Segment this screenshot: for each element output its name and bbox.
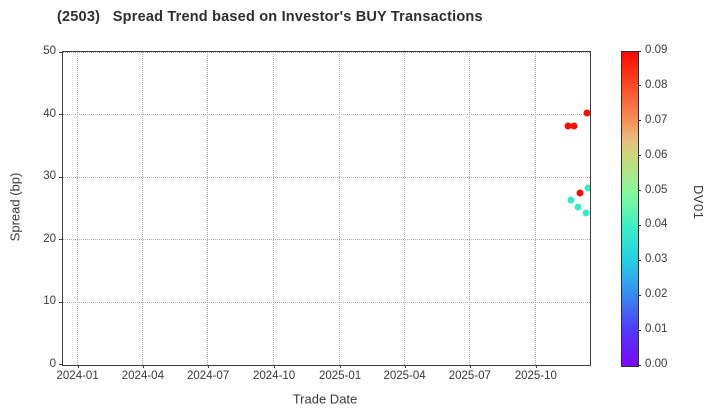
- x-tick-mark: [208, 364, 210, 368]
- x-tick-mark: [274, 364, 276, 368]
- y-tick-label: 10: [43, 295, 56, 308]
- colorbar-tick-mark: [638, 259, 642, 261]
- data-point: [567, 196, 575, 204]
- colorbar-tick-mark: [638, 329, 642, 331]
- x-tick-mark: [340, 364, 342, 368]
- y-tick-label: 30: [43, 170, 56, 183]
- data-point: [582, 209, 590, 217]
- y-tick-label: 20: [43, 232, 56, 245]
- y-tick-mark: [59, 239, 62, 241]
- colorbar-tick-label: 0.05: [645, 183, 668, 196]
- plot-area: [62, 51, 591, 366]
- x-tick-label: 2025-07: [448, 369, 491, 382]
- data-point: [584, 184, 590, 192]
- colorbar-tick-mark: [638, 224, 642, 226]
- gridline-vertical: [339, 52, 341, 365]
- x-axis-label: Trade Date: [292, 391, 358, 407]
- gridline-vertical: [403, 52, 405, 365]
- y-tick-mark: [59, 176, 62, 178]
- x-tick-label: 2024-04: [121, 369, 164, 382]
- x-tick-mark: [469, 364, 471, 368]
- x-tick-label: 2024-07: [187, 369, 230, 382]
- data-point: [570, 122, 577, 130]
- colorbar-tick-mark: [638, 190, 642, 192]
- data-point: [583, 109, 590, 117]
- gridline-horizontal: [63, 239, 590, 240]
- gridline-vertical: [535, 52, 536, 365]
- colorbar-tick-mark: [638, 120, 642, 122]
- data-point: [564, 122, 572, 130]
- y-tick-mark: [59, 114, 62, 116]
- x-tick-label: 2024-01: [56, 369, 99, 382]
- gridline-vertical: [273, 52, 275, 365]
- data-point: [574, 203, 582, 211]
- colorbar-gradient: [621, 51, 639, 367]
- colorbar-tick-label: 0.07: [645, 113, 668, 126]
- gridline-vertical: [469, 52, 471, 365]
- colorbar-tick-mark: [638, 294, 642, 296]
- x-tick-label: 2025-10: [514, 369, 557, 382]
- x-tick-label: 2025-01: [318, 369, 362, 382]
- gridline-horizontal: [63, 114, 590, 115]
- gridline-horizontal: [63, 301, 590, 303]
- x-tick-mark: [535, 364, 537, 368]
- gridline-vertical: [207, 52, 209, 365]
- chart-title: (2503) Spread Trend based on Investor's …: [57, 9, 483, 25]
- colorbar-tick-mark: [638, 364, 642, 366]
- colorbar-tick-label: 0.03: [645, 253, 668, 266]
- y-tick-label: 40: [43, 107, 56, 120]
- x-tick-mark: [77, 364, 79, 368]
- colorbar-tick-label: 0.00: [645, 358, 668, 370]
- colorbar-label: DV01: [691, 185, 706, 220]
- gridline-horizontal: [63, 51, 590, 53]
- data-point: [576, 189, 584, 197]
- colorbar-tick-mark: [638, 50, 642, 52]
- y-tick-mark: [59, 51, 62, 53]
- gridline-horizontal: [63, 176, 590, 178]
- colorbar-tick-mark: [638, 155, 642, 157]
- colorbar-tick-label: 0.04: [645, 218, 668, 231]
- colorbar-tick-label: 0.08: [645, 78, 668, 91]
- y-tick-mark: [59, 301, 62, 303]
- y-tick-label: 50: [43, 45, 56, 58]
- y-axis-label: Spread (bp): [7, 172, 23, 242]
- colorbar-tick-label: 0.01: [645, 323, 668, 336]
- x-tick-label: 2024-10: [252, 369, 296, 382]
- gridline-vertical: [142, 52, 144, 365]
- x-tick-mark: [404, 364, 406, 368]
- x-tick-label: 2025-04: [383, 369, 426, 382]
- gridline-vertical: [76, 52, 78, 365]
- colorbar-tick-label: 0.06: [645, 148, 668, 161]
- y-tick-mark: [59, 364, 62, 366]
- x-tick-mark: [142, 364, 144, 368]
- colorbar-tick-label: 0.09: [645, 44, 668, 56]
- colorbar-tick-label: 0.02: [645, 288, 668, 301]
- y-tick-label: 0: [49, 357, 56, 370]
- colorbar-tick-mark: [638, 85, 642, 87]
